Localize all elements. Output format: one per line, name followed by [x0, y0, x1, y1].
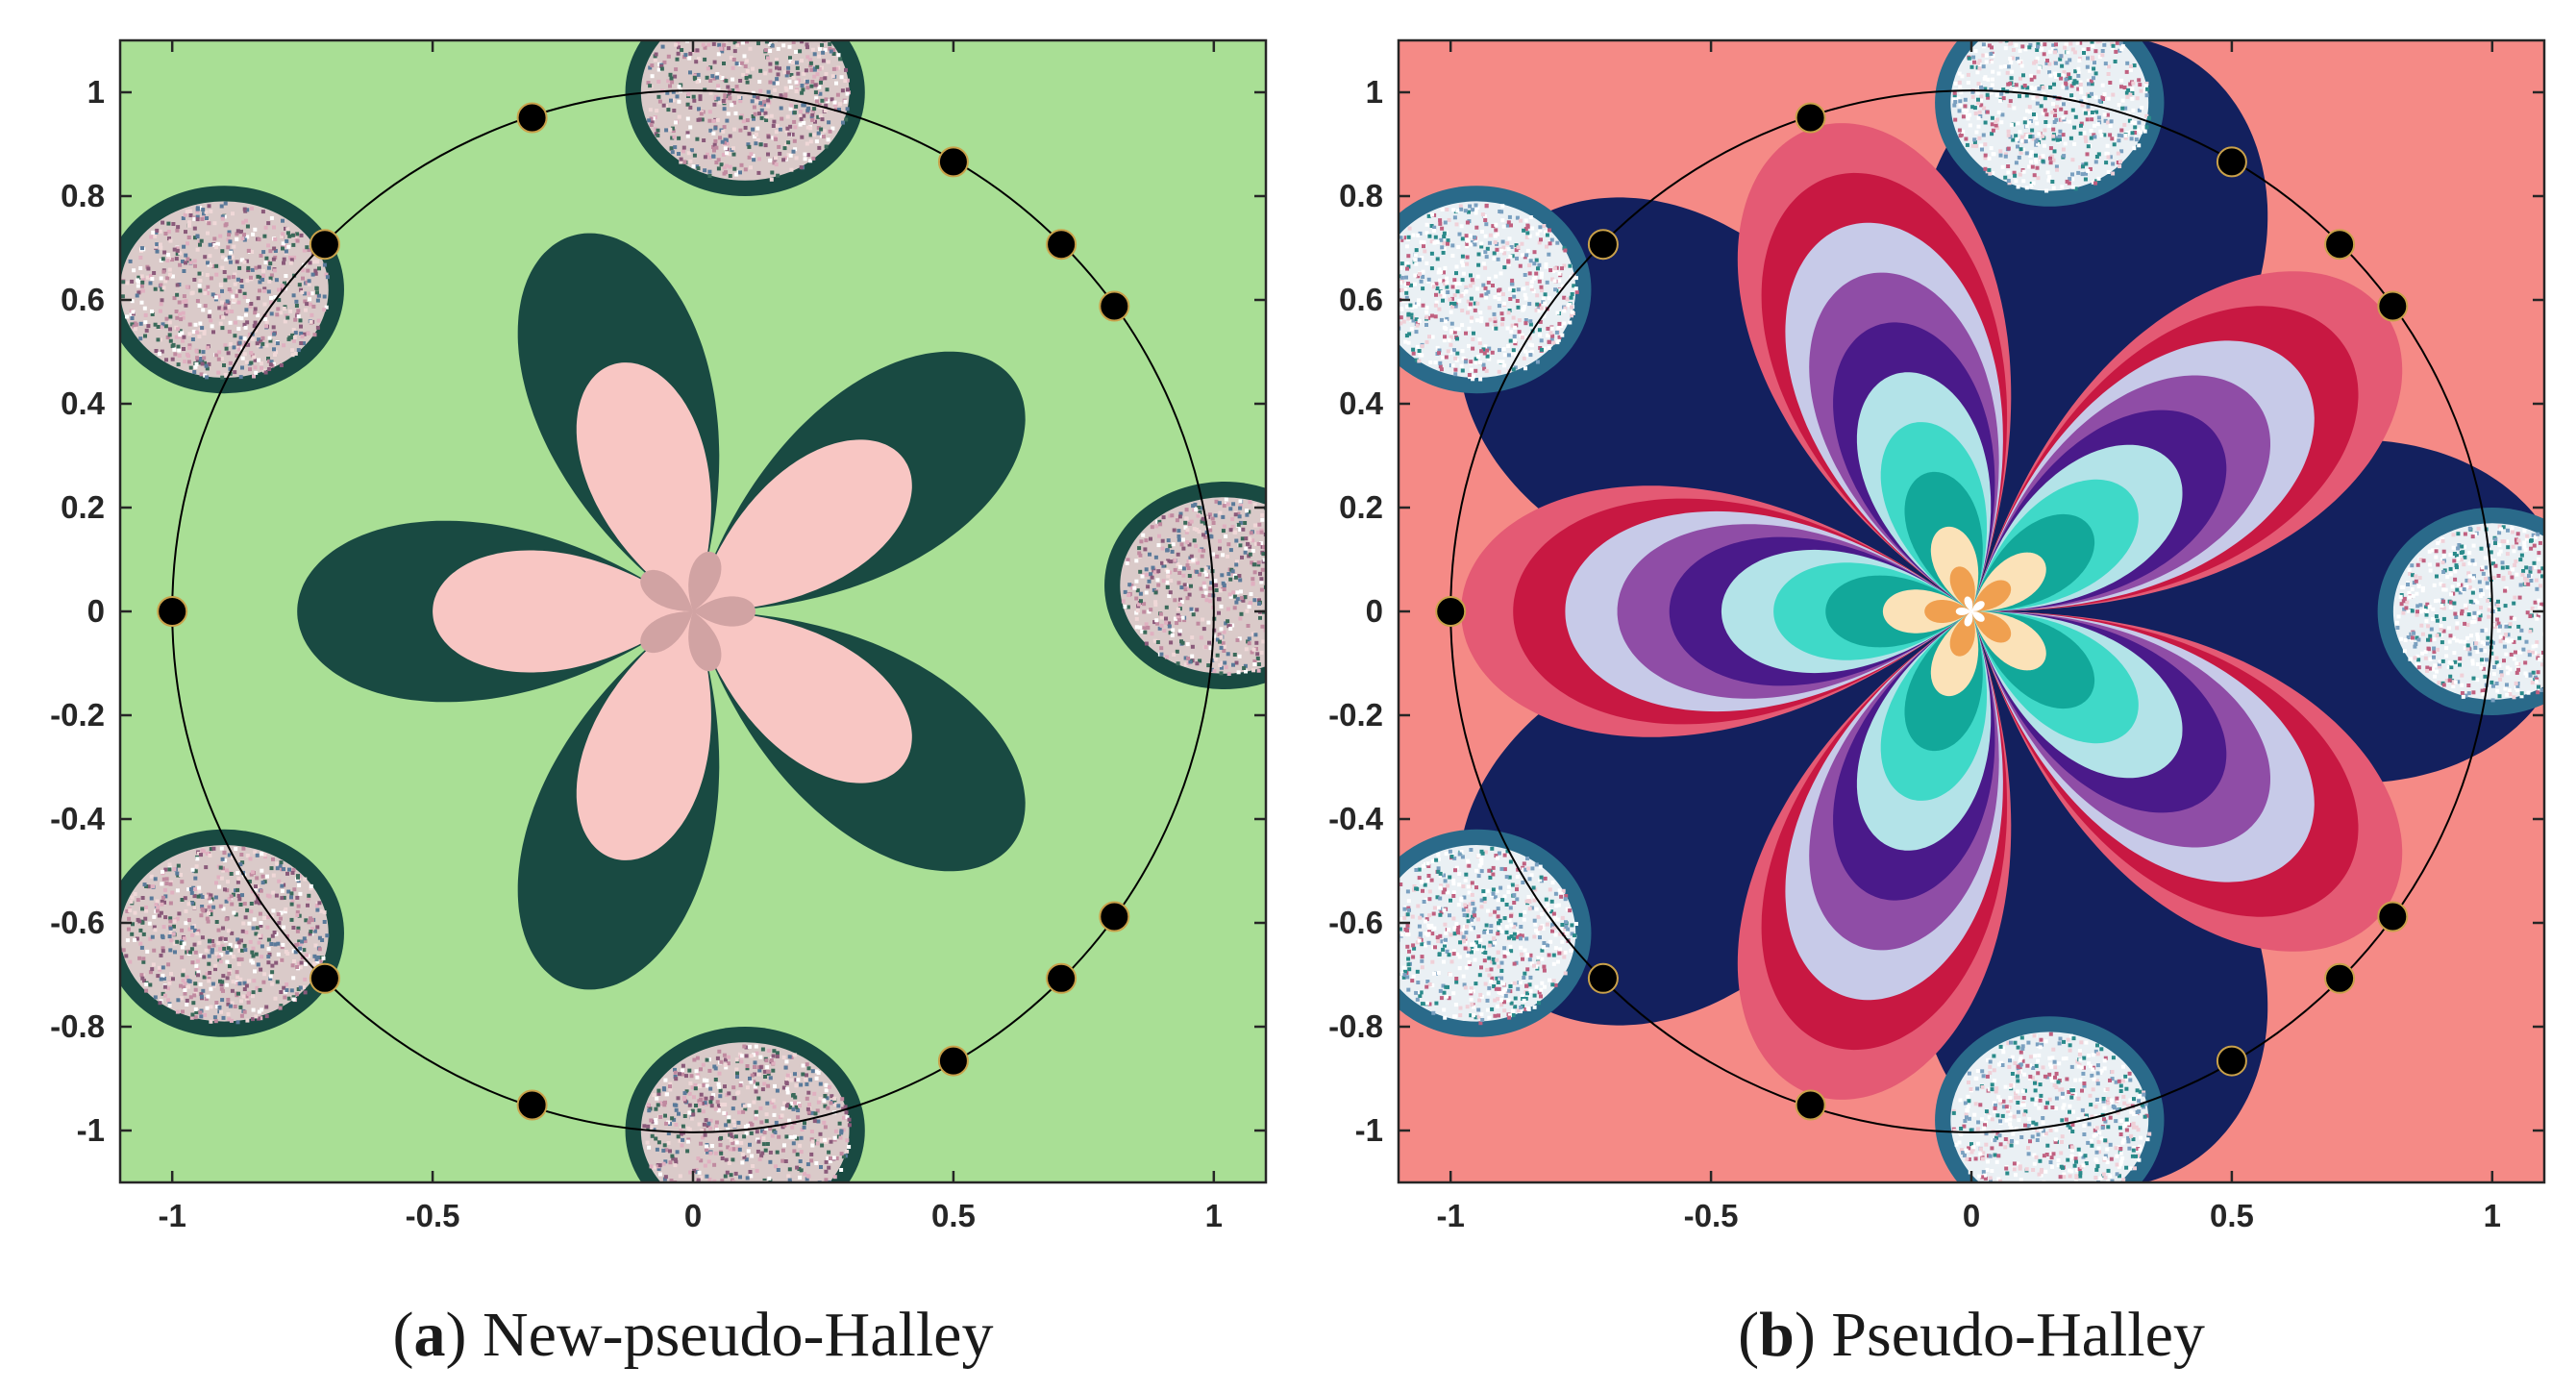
root-marker: [516, 102, 548, 134]
y-tick-label: 0.2: [1339, 489, 1383, 525]
outer-noise-lobe: [640, 1042, 852, 1182]
y-tick-label: 0.4: [1339, 385, 1384, 421]
panel-a-plot-area: [120, 40, 1266, 1182]
x-tick-label: 0.5: [2210, 1198, 2254, 1233]
root-marker: [1587, 962, 1619, 994]
root-marker: [1099, 290, 1130, 322]
panel-b-basins: [1399, 40, 2544, 1182]
root-marker: [1795, 1089, 1826, 1121]
y-tick-label: 0.8: [1339, 178, 1383, 213]
y-tick-label: -0.6: [1328, 905, 1383, 940]
center-flower: [640, 551, 755, 672]
panel-a-caption-title: New-pseudo-Halley: [483, 1300, 993, 1370]
panel-a-caption: (a) New-pseudo-Halley: [393, 1300, 994, 1370]
y-tick-label: 0.4: [61, 385, 106, 421]
root-marker: [2377, 290, 2409, 322]
y-tick-label: -0.8: [1328, 1008, 1383, 1044]
panel-b-ticks: -1 -0.5 0 0.5 1 1 0.8 0.6 0.4 0.2 0 -0.2 -0.4 -0.6 -0.…: [1328, 40, 2544, 1233]
x-tick-label: 0.5: [931, 1198, 976, 1233]
panel-a-ticks: -1 -0.5 0 0.5 1 1 0.8 0.6 0.4 0.2 0 -0.2 -0.4 -0.6 -0.…: [50, 40, 1266, 1233]
x-tick-label: -1: [1437, 1198, 1465, 1233]
root-marker: [2377, 901, 2409, 932]
root-marker: [1587, 229, 1619, 261]
root-marker: [2324, 962, 2356, 994]
outer-noise-lobe: [640, 40, 851, 182]
panel-b-roots: [1435, 102, 2409, 1121]
y-tick-label: -0.2: [1328, 697, 1383, 733]
outer-noise-lobe: [1950, 40, 2151, 193]
y-tick-label: 0.6: [1339, 282, 1383, 317]
outer-noise-lobe: [1399, 201, 1579, 382]
root-marker: [309, 229, 340, 261]
x-tick-label: -0.5: [1684, 1198, 1739, 1233]
root-marker: [309, 962, 340, 994]
root-marker: [1435, 596, 1467, 627]
panel-b-plot-area: [1399, 40, 2544, 1182]
dark-blue-bands: [1458, 40, 2544, 1182]
root-marker: [937, 1045, 969, 1077]
x-tick-label: 0: [684, 1198, 702, 1233]
outer-noise-lobe: [1950, 1032, 2152, 1182]
root-marker: [1046, 229, 1077, 261]
x-tick-label: 0: [1963, 1198, 1980, 1233]
y-tick-label: -0.8: [50, 1008, 105, 1044]
panel-a-roots: [157, 102, 1130, 1121]
y-tick-label: -0.6: [50, 905, 105, 940]
y-tick-label: -1: [1355, 1112, 1383, 1148]
root-marker: [2216, 1045, 2247, 1077]
y-tick-label: -0.4: [1328, 801, 1384, 836]
panel-a-basins: [120, 40, 1266, 1182]
outer-noise-lobe: [1120, 497, 1266, 676]
y-tick-label: 0.8: [61, 178, 105, 213]
x-tick-label: 1: [1205, 1198, 1223, 1233]
root-marker: [1046, 962, 1077, 994]
panel-b-caption-letter: b: [1759, 1300, 1795, 1370]
x-tick-label: -1: [159, 1198, 186, 1233]
panel-a-caption-letter: a: [414, 1300, 446, 1370]
root-marker: [2216, 146, 2247, 178]
x-tick-label: 1: [2484, 1198, 2501, 1233]
outer-noise-lobe: [2392, 523, 2544, 703]
petal-band: [1955, 596, 1985, 627]
y-tick-label: -0.4: [50, 801, 106, 836]
panel-b-caption-title: Pseudo-Halley: [1831, 1300, 2205, 1370]
outer-noise-lobe: [120, 845, 330, 1025]
root-marker: [937, 146, 969, 178]
root-marker: [1099, 901, 1130, 932]
y-tick-label: -0.2: [50, 697, 105, 733]
y-tick-label: 0: [1366, 593, 1383, 629]
root-marker: [1795, 102, 1826, 134]
root-marker: [516, 1089, 548, 1121]
y-tick-label: 1: [1366, 74, 1383, 110]
y-tick-label: 0.6: [61, 282, 105, 317]
panel-a: -1 -0.5 0 0.5 1 1 0.8 0.6 0.4 0.2 0 -0.2 -0.4 -0.6 -0.…: [50, 38, 1268, 1233]
panel-b: -1 -0.5 0 0.5 1 1 0.8 0.6 0.4 0.2 0 -0.2 -0.4 -0.6 -0.…: [1328, 38, 2546, 1233]
outer-noise-lobe: [120, 201, 330, 380]
y-tick-label: -1: [77, 1112, 105, 1148]
y-tick-label: 0.2: [61, 489, 105, 525]
pink-petals: [433, 362, 912, 860]
root-marker: [157, 596, 188, 627]
root-marker: [2324, 229, 2356, 261]
y-tick-label: 1: [87, 74, 105, 110]
y-tick-label: 0: [87, 593, 105, 629]
panel-b-caption: (b) Pseudo-Halley: [1738, 1300, 2205, 1370]
x-tick-label: -0.5: [406, 1198, 460, 1233]
